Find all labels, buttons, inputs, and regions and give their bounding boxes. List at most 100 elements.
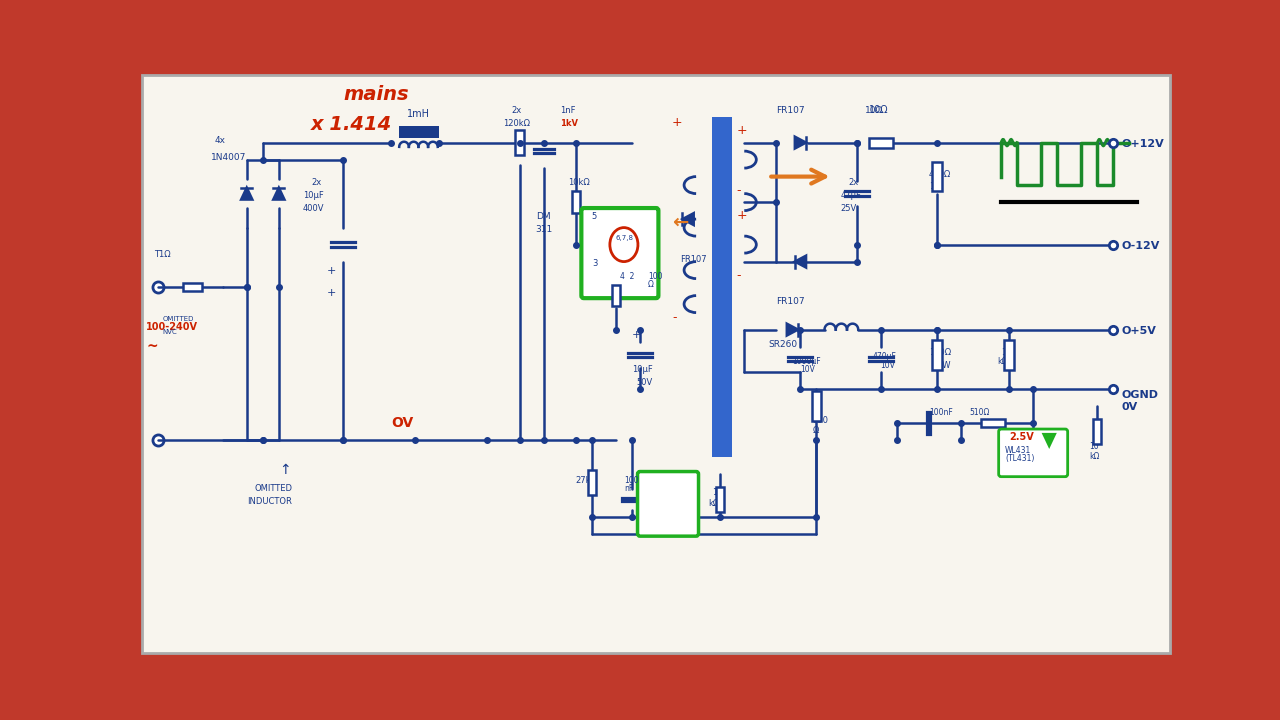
Text: +: + [736, 209, 746, 222]
Text: 100: 100 [648, 271, 663, 281]
Text: +: + [632, 330, 641, 340]
Text: 120kΩ: 120kΩ [503, 119, 530, 127]
Text: 2x: 2x [311, 178, 321, 187]
Text: 10µF: 10µF [303, 191, 324, 200]
Text: 400V: 400V [303, 204, 324, 212]
Text: -: - [672, 311, 677, 324]
Text: 10V: 10V [881, 361, 896, 370]
Text: 10Ω: 10Ω [869, 105, 888, 115]
Text: SR260: SR260 [768, 340, 797, 348]
Text: 1kV: 1kV [559, 119, 577, 127]
Polygon shape [795, 256, 806, 268]
Bar [588, 470, 595, 495]
Text: EL817: EL817 [655, 505, 680, 514]
Text: Ω: Ω [813, 426, 819, 436]
Text: kΩ: kΩ [708, 500, 719, 508]
Text: 10kΩ: 10kΩ [568, 178, 590, 187]
Text: FR107: FR107 [777, 106, 805, 115]
Text: 1nF: 1nF [559, 106, 575, 115]
Bar [183, 283, 202, 292]
Text: nF: nF [623, 484, 634, 493]
Text: 41: 41 [672, 492, 682, 502]
Bar [869, 138, 892, 148]
Text: 2x: 2x [849, 178, 859, 187]
Text: 4x: 4x [215, 135, 225, 145]
Text: FR107: FR107 [777, 297, 805, 306]
Polygon shape [787, 324, 797, 336]
Text: OGND: OGND [1121, 390, 1158, 400]
Polygon shape [795, 137, 806, 148]
Text: O+12V: O+12V [1121, 139, 1165, 149]
Bar [1093, 419, 1101, 444]
Bar [612, 285, 620, 306]
Text: O-12V: O-12V [1121, 241, 1160, 251]
Text: 100-240V: 100-240V [146, 322, 198, 332]
Text: +: + [326, 266, 337, 276]
Polygon shape [273, 188, 284, 199]
Text: 47µF: 47µF [841, 191, 861, 200]
Bar [712, 117, 732, 457]
Bar [717, 487, 724, 513]
Text: OMITTED: OMITTED [255, 484, 293, 493]
Text: OV: OV [392, 416, 413, 431]
Text: -: - [736, 184, 741, 197]
Text: 100nF: 100nF [929, 408, 952, 417]
Text: 10: 10 [1001, 348, 1011, 357]
Bar [572, 192, 580, 212]
Text: -: - [736, 269, 741, 282]
Polygon shape [1043, 434, 1055, 446]
Polygon shape [682, 213, 694, 225]
Text: 1W: 1W [937, 361, 950, 370]
Text: 2x: 2x [512, 106, 522, 115]
Text: 510Ω: 510Ω [969, 408, 989, 417]
Text: 100Ω: 100Ω [929, 348, 951, 357]
Text: 25V: 25V [841, 204, 856, 212]
Text: NVC: NVC [163, 329, 177, 335]
Text: 50V: 50V [636, 378, 653, 387]
Text: ↑: ↑ [279, 463, 291, 477]
Text: 10Ω: 10Ω [865, 106, 883, 115]
Text: Ω: Ω [648, 280, 654, 289]
Text: WL431: WL431 [1005, 446, 1032, 455]
Polygon shape [241, 188, 252, 199]
Text: 4  2: 4 2 [620, 271, 635, 281]
Text: DM: DM [535, 212, 550, 221]
Text: 5: 5 [591, 212, 596, 221]
Text: +: + [326, 287, 337, 297]
Text: +: + [672, 116, 682, 129]
Text: 0V: 0V [1121, 402, 1138, 413]
Text: (TL431): (TL431) [1005, 454, 1034, 464]
Text: 311: 311 [535, 225, 553, 234]
Bar [932, 341, 942, 370]
Text: OMITTED: OMITTED [163, 316, 193, 322]
Text: 2.5V: 2.5V [1009, 432, 1034, 442]
Text: T1Ω: T1Ω [155, 251, 172, 259]
FancyBboxPatch shape [581, 208, 658, 298]
Text: 1N4007: 1N4007 [211, 153, 246, 161]
Bar [932, 162, 942, 192]
Text: mains: mains [343, 85, 408, 104]
Text: 1mH: 1mH [407, 109, 430, 119]
Text: 10: 10 [1089, 441, 1100, 451]
Text: FR107: FR107 [680, 255, 707, 264]
Text: O+5V: O+5V [1121, 326, 1156, 336]
Text: 6,7,8: 6,7,8 [616, 235, 634, 241]
FancyBboxPatch shape [998, 429, 1068, 477]
Text: ~: ~ [146, 340, 157, 354]
Text: kΩ: kΩ [997, 356, 1007, 366]
Bar [980, 419, 1005, 428]
Text: 10V: 10V [800, 365, 815, 374]
Text: 1W: 1W [929, 182, 942, 192]
Text: x 1.414: x 1.414 [311, 115, 392, 134]
Text: 3: 3 [591, 259, 598, 268]
Bar [399, 125, 439, 138]
Text: 470Ω: 470Ω [929, 170, 951, 179]
Text: 1000µF: 1000µF [792, 356, 820, 366]
Bar [1005, 341, 1014, 370]
Bar [812, 391, 822, 421]
Text: 27kΩ: 27kΩ [576, 476, 598, 485]
Text: 330: 330 [813, 416, 828, 425]
FancyBboxPatch shape [637, 472, 699, 536]
Text: 100: 100 [623, 476, 639, 485]
Text: 1: 1 [712, 488, 717, 498]
